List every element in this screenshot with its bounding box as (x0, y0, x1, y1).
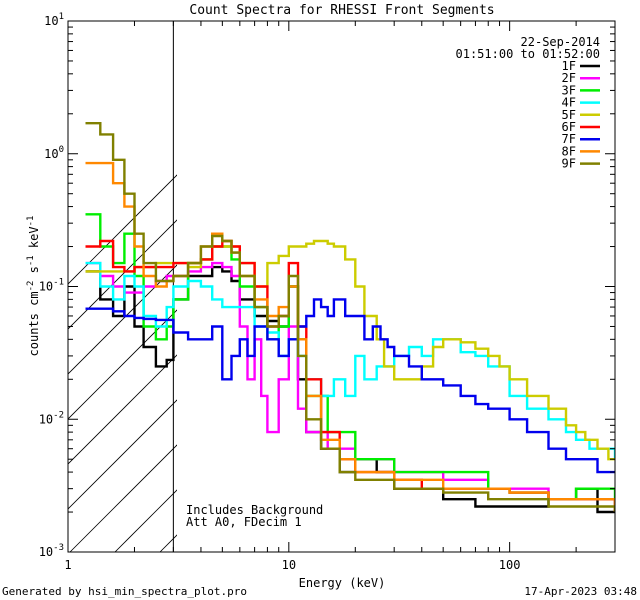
chart-title: Count Spectra for RHESSI Front Segments (189, 3, 494, 18)
hatch-line (250, 0, 640, 552)
axis-ticks (67, 20, 616, 553)
observation-date: 22-Sep-2014 (521, 35, 600, 49)
y-tick-label: 10-3 (39, 543, 64, 559)
hatch-line (68, 354, 177, 465)
series-line-9F (85, 122, 615, 512)
series-line-8F (85, 161, 615, 512)
excluded-region-hatch (68, 0, 640, 552)
x-axis-label: Energy (keV) (299, 576, 386, 590)
observation-time-range: 01:51:00 to 01:52:00 (456, 47, 601, 61)
hatch-line (340, 0, 640, 552)
x-tick-label: 100 (499, 558, 521, 572)
series-line-1F (85, 265, 615, 514)
legend-label-5F: 5F (562, 108, 576, 122)
legend-label-7F: 7F (562, 132, 576, 146)
hatch-line (385, 0, 640, 552)
hatch-line (430, 0, 640, 552)
hatch-line (69, 444, 177, 552)
y-tick-label: 10-1 (39, 278, 64, 294)
hatch-line (68, 174, 177, 285)
hatch-line (68, 219, 177, 330)
hatch-line (68, 399, 177, 510)
footer-generator: Generated by hsi_min_spectra_plot.pro (2, 585, 247, 598)
hatch-line (565, 0, 640, 552)
y-tick-label: 100 (44, 145, 64, 161)
y-axis-label: counts cm-2 s-1 keV-1 (26, 216, 41, 357)
series-line-7F (85, 298, 615, 474)
legend-label-9F: 9F (562, 157, 576, 171)
legend-label-1F: 1F (562, 59, 576, 73)
series-line-5F (85, 239, 615, 461)
y-tick-label: 101 (44, 12, 64, 28)
legend-label-2F: 2F (562, 71, 576, 85)
series-lines (85, 122, 615, 514)
series-line-4F (85, 261, 615, 460)
x-tick-labels: 1 10 100 (64, 558, 520, 572)
annotation-attenuator: Att A0, FDecim 1 (186, 515, 302, 529)
x-tick-label: 10 (282, 558, 296, 572)
x-tick-label: 1 (64, 558, 71, 572)
legend-label-4F: 4F (562, 96, 576, 110)
series-line-2F (85, 261, 615, 512)
annotation-background: Includes Background (186, 503, 323, 517)
y-tick-labels: 10-3 10-2 10-1 100 101 (39, 12, 64, 559)
legend-label-8F: 8F (562, 144, 576, 158)
legend-label-3F: 3F (562, 83, 576, 97)
legend-label-6F: 6F (562, 120, 576, 134)
hatch-line (295, 0, 640, 552)
footer-timestamp: 17-Apr-2023 03:48 (524, 585, 637, 598)
y-tick-label: 10-2 (39, 410, 64, 426)
hatch-line (520, 0, 640, 552)
